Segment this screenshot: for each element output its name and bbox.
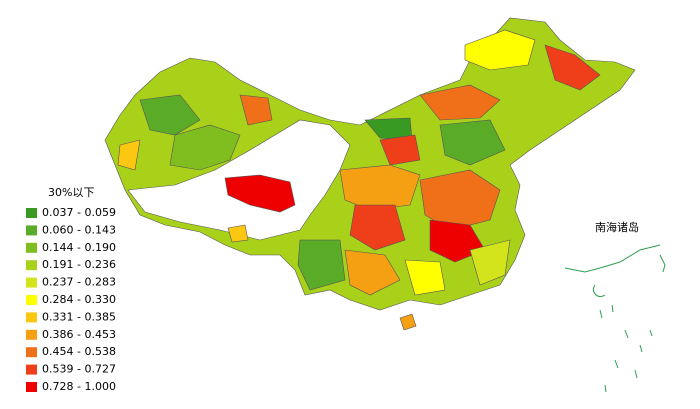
legend-label: 0.191 - 0.236 xyxy=(42,258,116,271)
legend-swatch xyxy=(26,364,37,375)
inset-label: 南海诸岛 xyxy=(595,220,639,234)
legend-label: 0.037 - 0.059 xyxy=(42,206,116,219)
legend-label: 0.144 - 0.190 xyxy=(42,241,116,254)
legend-label: 0.454 - 0.538 xyxy=(42,345,116,358)
legend-label: 0.331 - 0.385 xyxy=(42,310,116,323)
china-map xyxy=(104,17,636,331)
legend-swatch xyxy=(26,295,37,305)
legend-label: 0.728 - 1.000 xyxy=(42,380,116,393)
legend-swatch xyxy=(26,260,37,271)
inset-islands xyxy=(564,244,666,393)
legend-swatch xyxy=(26,225,37,236)
legend: 0.037 - 0.059 0.060 - 0.143 0.144 - 0.190 0… xyxy=(26,206,116,393)
legend-swatch xyxy=(26,208,37,218)
legend-swatch xyxy=(26,382,37,392)
legend-swatch xyxy=(26,242,37,253)
legend-label: 0.237 - 0.283 xyxy=(42,276,116,289)
legend-title: 30%以下 xyxy=(48,186,94,199)
legend-swatch xyxy=(26,329,37,340)
legend-swatch xyxy=(26,347,37,358)
legend-label: 0.060 - 0.143 xyxy=(42,223,116,236)
legend-label: 0.539 - 0.727 xyxy=(42,363,116,376)
legend-swatch xyxy=(26,277,37,288)
legend-label: 0.386 - 0.453 xyxy=(42,328,116,341)
legend-swatch xyxy=(26,312,37,323)
legend-label: 0.284 - 0.330 xyxy=(42,293,116,306)
